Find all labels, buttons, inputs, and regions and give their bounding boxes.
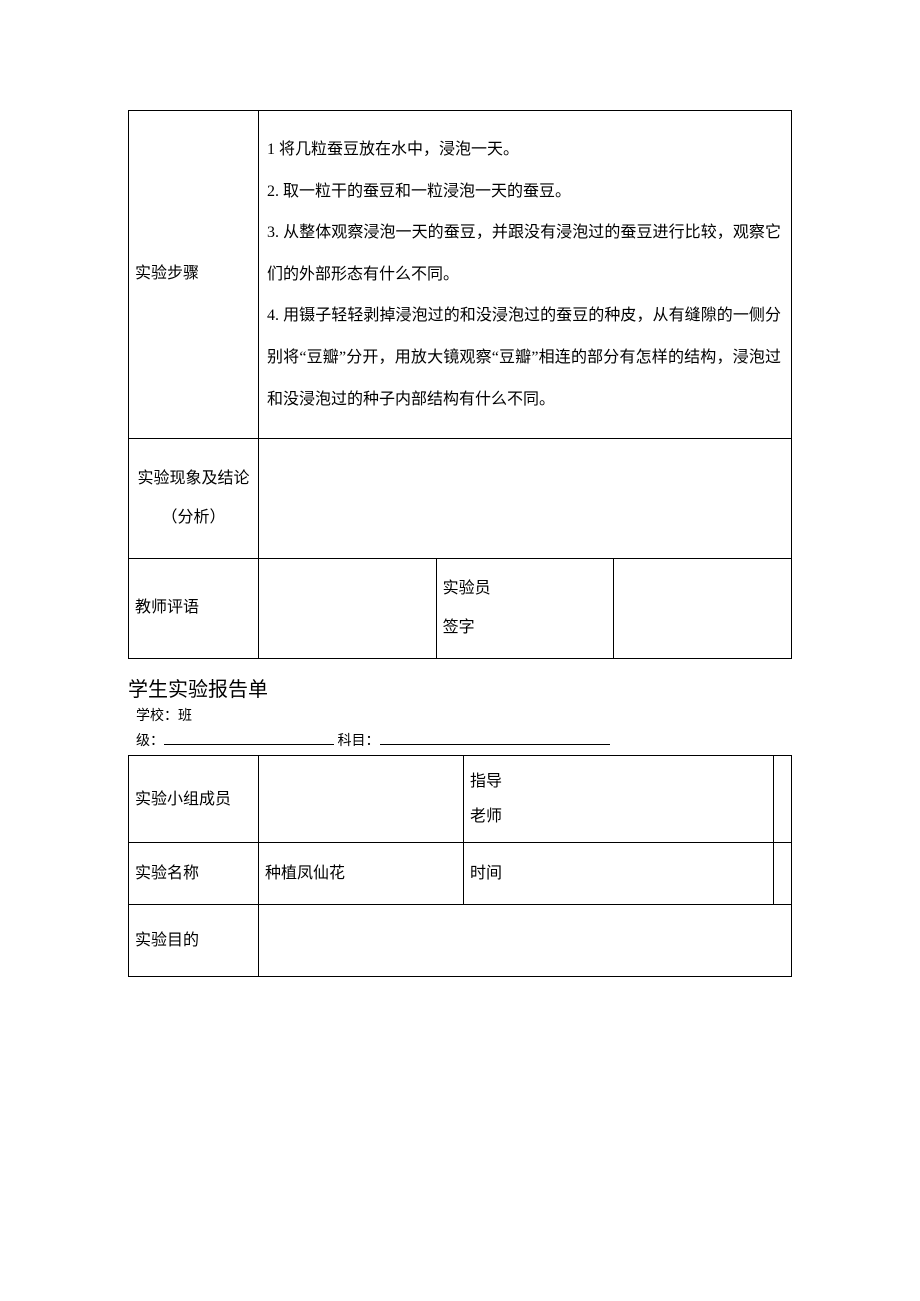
school-class-line: 学校：班: [136, 706, 792, 728]
school-label: 学校：: [136, 709, 178, 724]
advisor-label-line2: 老师: [470, 799, 502, 834]
advisor-cell: 指导 老师: [464, 755, 774, 842]
purpose-content: [259, 905, 792, 977]
purpose-label: 实验目的: [129, 905, 259, 977]
advisor-label-line1: 指导: [470, 764, 502, 799]
members-label: 实验小组成员: [129, 755, 259, 842]
class-subject-line: 级： 科目：: [136, 731, 792, 753]
class-label-line1: 班: [178, 709, 192, 724]
advisor-extra: [774, 755, 792, 842]
step-2: 2. 取一粒干的蚕豆和一粒浸泡一天的蚕豆。: [267, 171, 781, 213]
analysis-label-line2: （分析）: [135, 499, 252, 537]
table-row: 教师评语 实验员 签字: [129, 559, 792, 659]
members-content: [259, 755, 464, 842]
table-row: 实验现象及结论 （分析）: [129, 439, 792, 559]
table-row: 实验目的: [129, 905, 792, 977]
signer-label: 实验员 签字: [436, 559, 614, 659]
experiment-name-value: 种植凤仙花: [259, 843, 464, 905]
signer-content: [614, 559, 792, 659]
step-4: 4. 用镊子轻轻剥掉浸泡过的和没浸泡过的蚕豆的种皮，从有缝隙的一侧分别将“豆瓣”…: [267, 295, 781, 420]
experiment-table-1: 实验步骤 1 将几粒蚕豆放在水中，浸泡一天。 2. 取一粒干的蚕豆和一粒浸泡一天…: [128, 110, 792, 659]
class-blank: [164, 731, 334, 745]
time-cell: 时间: [464, 843, 774, 905]
subject-blank: [380, 731, 610, 745]
signer-label-line1: 实验员: [443, 570, 608, 608]
step-1: 1 将几粒蚕豆放在水中，浸泡一天。: [267, 129, 781, 171]
teacher-comment-label: 教师评语: [129, 559, 259, 659]
teacher-comment-content: [259, 559, 437, 659]
experiment-table-2: 实验小组成员 指导 老师 实验名称 种植凤仙花 时间 实验目的: [128, 755, 792, 977]
table-row: 实验步骤 1 将几粒蚕豆放在水中，浸泡一天。 2. 取一粒干的蚕豆和一粒浸泡一天…: [129, 111, 792, 439]
subject-label: 科目：: [338, 734, 380, 749]
experiment-name-label: 实验名称: [129, 843, 259, 905]
analysis-content: [259, 439, 792, 559]
steps-label: 实验步骤: [129, 111, 259, 439]
time-label: 时间: [470, 865, 502, 882]
table-row: 实验小组成员 指导 老师: [129, 755, 792, 842]
report-title: 学生实验报告单: [128, 673, 792, 702]
time-extra: [774, 843, 792, 905]
steps-content: 1 将几粒蚕豆放在水中，浸泡一天。 2. 取一粒干的蚕豆和一粒浸泡一天的蚕豆。 …: [259, 111, 792, 439]
class-label-line2: 级：: [136, 734, 164, 749]
analysis-label: 实验现象及结论 （分析）: [129, 439, 259, 559]
analysis-label-line1: 实验现象及结论: [135, 460, 252, 498]
table-row: 实验名称 种植凤仙花 时间: [129, 843, 792, 905]
signer-label-line2: 签字: [443, 609, 608, 647]
step-3: 3. 从整体观察浸泡一天的蚕豆，并跟没有浸泡过的蚕豆进行比较，观察它们的外部形态…: [267, 212, 781, 295]
